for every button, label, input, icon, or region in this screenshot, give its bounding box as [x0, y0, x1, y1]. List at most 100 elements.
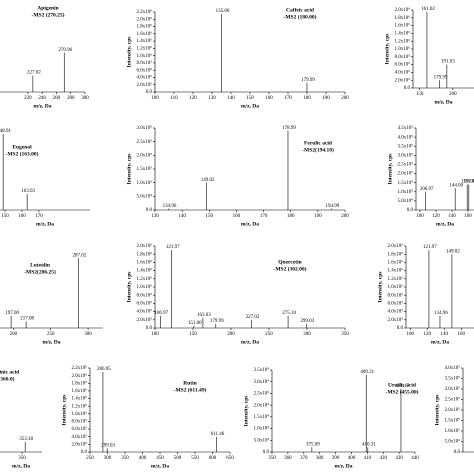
peak-label: 191.03: [441, 60, 455, 65]
y-tick-label: 1.2x10⁶: [388, 276, 404, 282]
y-axis-label: Intensity, cps: [434, 395, 440, 426]
panel-title: Luteolin: [30, 262, 50, 268]
x-tick-label: 200: [10, 332, 18, 337]
peak-label: 227.02: [27, 71, 41, 76]
peak-label: 227.02: [246, 315, 260, 320]
peak-label: 270.96: [58, 48, 72, 53]
y-tick-label: 2.0x10⁵: [137, 82, 153, 88]
y-tick-label: 2.0x10⁶: [388, 243, 404, 249]
x-tick-label: 100: [151, 332, 159, 337]
y-axis-label: Intensity, cps: [377, 272, 383, 303]
x-tick-label: 140: [227, 96, 235, 101]
panel-subtitle: -MS2(360.0): [0, 375, 15, 382]
x-axis-label: m/z, Da: [334, 463, 352, 469]
x-tick-label: 150: [246, 96, 254, 101]
x-tick-label: 130: [151, 214, 159, 219]
y-tick-label: 1.6x10⁶: [72, 388, 88, 394]
x-tick-label: 190: [322, 96, 330, 101]
y-tick-label: 3.5x10⁵: [445, 376, 461, 382]
y-tick-label: 3.5x10⁴: [254, 367, 270, 373]
y-tick-label: 2.0x10⁵: [388, 317, 404, 323]
y-tick-label: 2.0x10⁵: [137, 317, 153, 323]
y-tick-label: 8.0x10⁵: [388, 292, 404, 298]
x-axis-label: m/z, Da: [36, 221, 54, 227]
y-tick-label: 3.5x10⁵: [398, 143, 414, 149]
peak-label: 163.03: [197, 313, 211, 318]
x-tick-label: 100: [151, 96, 159, 101]
y-tick-label: 2.0x10⁶: [137, 243, 153, 249]
x-tick-label: 150: [206, 214, 214, 219]
y-tick-label: 2.5x10⁵: [398, 162, 414, 168]
y-tick-label: 5.0x10⁴: [137, 193, 153, 199]
x-axis-label: m/z, Da: [241, 103, 259, 109]
x-axis-label: m/z, Da: [12, 463, 30, 469]
x-tick-label: 410: [364, 456, 372, 461]
peak-label: 410.31: [362, 442, 376, 447]
y-axis-label: Intensity, cps: [387, 154, 393, 185]
peak-label: 179.99: [210, 319, 224, 324]
y-tick-label: 1.4x10⁶: [137, 268, 153, 274]
y-tick-label: 1.6x10⁶: [388, 260, 404, 266]
x-tick-label: 390: [332, 456, 340, 461]
x-tick-label: 120: [189, 96, 197, 101]
panel-subtitle: -MS2(286.25): [24, 268, 56, 275]
y-tick-label: 4.0x10⁵: [137, 309, 153, 315]
y-tick-label: 2.5x10⁴: [254, 391, 270, 397]
x-axis-label: m/z, Da: [33, 103, 51, 109]
x-tick-label: 600: [209, 456, 217, 461]
peak-label: 299.03: [300, 319, 314, 324]
x-tick-label: 160: [464, 214, 472, 219]
peak-label: 144.00: [449, 183, 463, 188]
y-tick-label: 3.0x10⁵: [137, 125, 153, 131]
y-tick-label: 4.0x10⁵: [388, 309, 404, 315]
x-tick-label: 300: [303, 332, 311, 337]
x-tick-label: 250: [47, 332, 55, 337]
x-tick-label: 430: [395, 456, 403, 461]
peak-label: 179.99: [301, 78, 315, 83]
y-tick-label: 1.0x10⁶: [395, 46, 411, 52]
y-tick-label: 1.0x10⁵: [398, 189, 414, 195]
y-tick-label: 1.2x10⁶: [72, 403, 88, 409]
x-tick-label: 300: [104, 456, 112, 461]
peak-label: 275.10: [282, 311, 296, 316]
y-tick-label: 1.0x10⁶: [72, 411, 88, 417]
x-tick-label: 350: [121, 456, 129, 461]
y-tick-label: 2.0x10⁶: [395, 7, 411, 13]
peak-label: 611.46: [211, 432, 225, 437]
x-tick-label: 170: [260, 214, 268, 219]
y-tick-label: 2.2x10⁶: [72, 365, 88, 371]
y-axis-label: Intensity, cps: [126, 37, 132, 68]
x-tick-label: 180: [303, 96, 311, 101]
x-tick-label: 350: [341, 332, 349, 337]
y-tick-label: 1.0x10⁴: [254, 426, 270, 432]
peak-label: 194.99: [326, 204, 340, 209]
peak-label: 161.02: [421, 7, 435, 12]
y-tick-label: 6.0x10⁵: [72, 426, 88, 432]
x-tick-label: 300: [81, 96, 89, 101]
panel-title: Quercetin: [278, 259, 301, 265]
peak-label: 353.18: [19, 437, 33, 442]
y-tick-label: 1.8x10⁶: [395, 15, 411, 21]
y-tick-label: 6.0x10⁵: [137, 67, 153, 73]
x-tick-label: 250: [265, 332, 273, 337]
x-tick-label: 250: [86, 456, 94, 461]
y-tick-label: 1.4x10⁶: [72, 396, 88, 402]
y-tick-label: 1.0x10⁶: [137, 53, 153, 59]
y-tick-label: 5.0x10³: [254, 437, 270, 443]
x-tick-label: 110: [170, 96, 178, 101]
y-tick-label: 8.0x10⁵: [395, 54, 411, 60]
y-tick-label: 1.6x10⁶: [395, 23, 411, 29]
x-tick-label: 120: [424, 332, 432, 337]
peak-label: 178.99: [282, 126, 296, 131]
x-axis-label: m/z, Da: [151, 463, 169, 469]
x-tick-label: 140: [178, 214, 186, 219]
panel-title: Ursolic acid: [388, 382, 416, 388]
x-tick-label: 160: [265, 96, 273, 101]
peak-label: 375.09: [306, 442, 320, 447]
x-tick-label: 440: [411, 456, 419, 461]
y-tick-label: 1.0x10⁶: [137, 284, 153, 290]
x-axis-label: m/z, Da: [436, 221, 454, 227]
peak-label: 149.02: [446, 249, 460, 254]
y-tick-label: 0.0: [404, 86, 411, 91]
